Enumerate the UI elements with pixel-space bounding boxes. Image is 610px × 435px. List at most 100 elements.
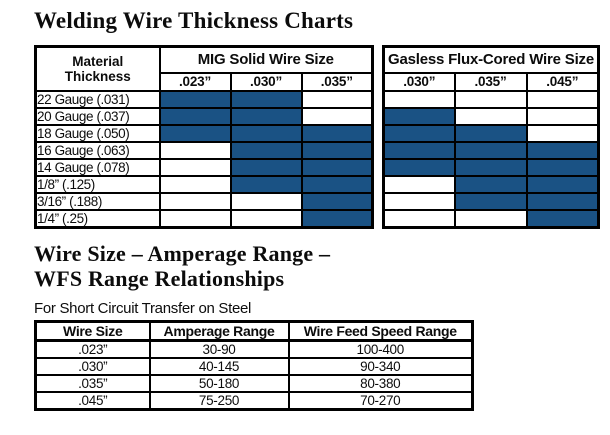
amperage-table-row: .023” 30-90 100-400 — [34, 339, 474, 359]
material-row-label: 16 Gauge (.063) — [34, 140, 161, 160]
mig-table-row: 22 Gauge (.031) — [34, 89, 374, 109]
gasless-group-header: Gasless Flux-Cored Wire Size — [382, 45, 600, 74]
wire-empty-cell — [525, 123, 600, 143]
wire-fill-cell — [453, 174, 528, 194]
wire-empty-cell — [229, 191, 303, 211]
mig-col-header-030: .030” — [229, 71, 303, 92]
amperage-table: Wire Size Amperage Range Wire Feed Speed… — [34, 319, 474, 411]
amperage-table-row: .030” 40-145 90-340 — [34, 356, 474, 376]
material-row-label: 14 Gauge (.078) — [34, 157, 161, 177]
wire-fill-cell — [382, 140, 456, 160]
gasless-table-row — [382, 191, 600, 211]
material-row-label: 1/4” (.25) — [34, 208, 161, 228]
wire-empty-cell — [158, 191, 232, 211]
wire-fill-cell — [229, 123, 303, 143]
amperage-table-cell: 100-400 — [287, 339, 474, 359]
wire-fill-cell — [158, 123, 232, 143]
wire-fill-cell — [453, 191, 528, 211]
mig-table-row: 1/8” (.125) — [34, 174, 374, 194]
wire-empty-cell — [229, 208, 303, 228]
section-title-line2: WFS Range Relationships — [34, 265, 285, 291]
amperage-table-cell: .023” — [34, 339, 151, 359]
gasless-table-row — [382, 140, 600, 160]
wire-empty-cell — [453, 89, 528, 109]
wire-empty-cell — [158, 157, 232, 177]
wire-fill-cell — [453, 140, 528, 160]
wire-fill-cell — [525, 208, 600, 229]
wire-empty-cell — [382, 208, 456, 229]
wire-fill-cell — [300, 191, 374, 211]
mig-table-row: 1/4” (.25) — [34, 208, 374, 228]
wire-empty-cell — [158, 140, 232, 160]
mig-wire-table: Material Thickness MIG Solid Wire Size .… — [34, 45, 374, 229]
wire-fill-cell — [453, 123, 528, 143]
wire-fill-cell — [300, 140, 374, 160]
wire-empty-cell — [382, 191, 456, 211]
mig-table-row: 14 Gauge (.078) — [34, 157, 374, 177]
gasless-col-header-045: .045” — [525, 71, 600, 92]
gasless-table-row — [382, 123, 600, 143]
table-caption: For Short Circuit Transfer on Steel — [34, 299, 252, 317]
amperage-table-cell: .035” — [34, 373, 151, 393]
wire-empty-cell — [300, 106, 374, 126]
document-page: Welding Wire Thickness Charts Material T… — [34, 8, 610, 411]
mig-col-header-023: .023” — [158, 71, 232, 92]
wire-fill-cell — [158, 106, 232, 126]
mig-table-row: 3/16” (.188) — [34, 191, 374, 211]
wire-fill-cell — [453, 157, 528, 177]
material-thickness-header-line1: Material — [72, 53, 124, 69]
wire-fill-cell — [300, 123, 374, 143]
mig-group-header: MIG Solid Wire Size — [158, 45, 374, 74]
amperage-table-cell: 40-145 — [148, 356, 290, 376]
amperage-table-cell: .030” — [34, 356, 151, 376]
amperage-table-header-wire-size: Wire Size — [34, 320, 151, 342]
wire-fill-cell — [382, 157, 456, 177]
material-row-label: 22 Gauge (.031) — [34, 89, 161, 109]
mig-col-header-035: .035” — [300, 71, 374, 92]
mig-table-row: 16 Gauge (.063) — [34, 140, 374, 160]
wire-empty-cell — [382, 89, 456, 109]
material-row-label: 18 Gauge (.050) — [34, 123, 161, 143]
material-thickness-header-line2: Thickness — [64, 68, 131, 84]
gasless-table-row — [382, 106, 600, 126]
gasless-col-header-035: .035” — [453, 71, 528, 92]
amperage-table-cell: 90-340 — [287, 356, 474, 376]
amperage-table-header-wfs-range: Wire Feed Speed Range — [287, 320, 474, 342]
section-title-line1: Wire Size – Amperage Range – — [34, 240, 331, 266]
amperage-table-row: .045” 75-250 70-270 — [34, 390, 474, 410]
wire-empty-cell — [382, 174, 456, 194]
wire-empty-cell — [300, 89, 374, 109]
amperage-table-row: .035” 50-180 80-380 — [34, 373, 474, 393]
wire-fill-cell — [229, 157, 303, 177]
amperage-table-cell: 50-180 — [148, 373, 290, 393]
wire-fill-cell — [525, 191, 600, 211]
mig-table-body: 22 Gauge (.031) 20 Gauge (.037) 18 Gauge (… — [34, 89, 374, 228]
thickness-chart: Material Thickness MIG Solid Wire Size .… — [34, 45, 610, 229]
wire-empty-cell — [158, 208, 232, 228]
wire-empty-cell — [453, 208, 528, 229]
amperage-table-body: .023” 30-90 100-400.030” 40-145 90-340.035” 5… — [34, 339, 474, 410]
gasless-table-row — [382, 208, 600, 229]
wire-fill-cell — [382, 123, 456, 143]
wire-fill-cell — [300, 157, 374, 177]
wire-empty-cell — [453, 106, 528, 126]
wire-empty-cell — [525, 106, 600, 126]
material-row-label: 1/8” (.125) — [34, 174, 161, 194]
mig-table-row: 20 Gauge (.037) — [34, 106, 374, 126]
wire-empty-cell — [158, 174, 232, 194]
wire-fill-cell — [525, 157, 600, 177]
gasless-table-body — [382, 89, 600, 229]
wire-fill-cell — [229, 106, 303, 126]
wire-fill-cell — [300, 174, 374, 194]
gasless-col-header-030: .030” — [382, 71, 456, 92]
mig-table-row: 18 Gauge (.050) — [34, 123, 374, 143]
amperage-table-cell: 30-90 — [148, 339, 290, 359]
wire-fill-cell — [300, 208, 374, 228]
wire-fill-cell — [229, 89, 303, 109]
gasless-table-row — [382, 89, 600, 109]
amperage-table-cell: 70-270 — [287, 390, 474, 410]
wire-empty-cell — [525, 89, 600, 109]
wire-fill-cell — [525, 140, 600, 160]
wire-fill-cell — [382, 106, 456, 126]
wire-fill-cell — [158, 89, 232, 109]
